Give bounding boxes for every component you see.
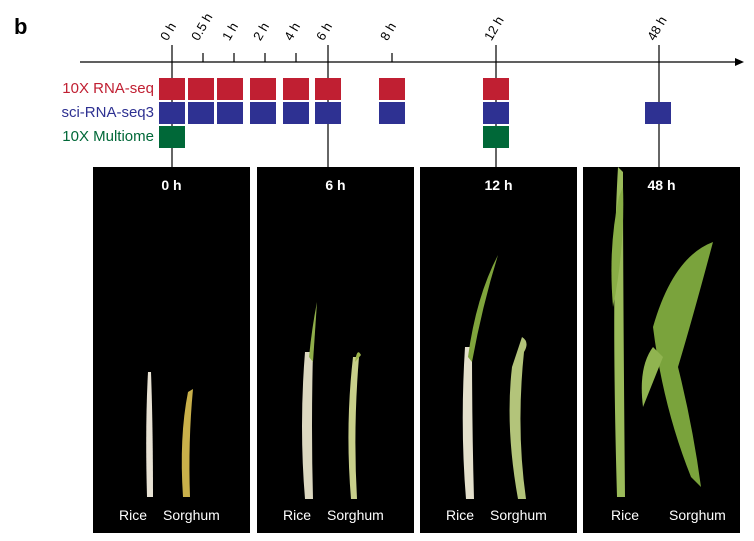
assay-marker <box>283 78 309 100</box>
assay-marker <box>379 78 405 100</box>
assay-marker <box>159 102 185 124</box>
photo-title: 6 h <box>325 177 346 193</box>
assay-label: 10X RNA-seq <box>62 80 154 97</box>
photo-title: 0 h <box>161 177 182 193</box>
assay-marker <box>283 102 309 124</box>
assay-marker <box>188 102 214 124</box>
assay-marker <box>250 102 276 124</box>
assay-marker <box>379 102 405 124</box>
seedling-illustration <box>302 302 361 499</box>
panel-label: b <box>14 14 28 39</box>
assay-marker <box>483 102 509 124</box>
seedling-photo: 6 h Rice Sorghum <box>257 167 414 533</box>
sorghum-label: Sorghum <box>669 507 726 523</box>
rice-label: Rice <box>119 507 148 523</box>
assay-marker <box>315 78 341 100</box>
assay-marker <box>483 126 509 148</box>
assay-marker <box>159 78 185 100</box>
assay-marker <box>250 78 276 100</box>
assay-marker <box>483 78 509 100</box>
assay-label: sci-RNA-seq3 <box>61 104 154 121</box>
assay-marker <box>188 78 214 100</box>
sorghum-label: Sorghum <box>327 507 384 523</box>
assay-marker <box>315 102 341 124</box>
rice-label: Rice <box>283 507 312 523</box>
seedling-illustration <box>146 372 193 497</box>
seedling-photo: 12 h Rice Sorghum <box>420 167 577 533</box>
seedling-photo: 0 h Rice Sorghum <box>93 167 250 533</box>
assay-label: 10X Multiome <box>62 128 154 145</box>
photo-title: 48 h <box>647 177 676 193</box>
seedling-illustration <box>611 167 713 497</box>
assay-marker <box>159 126 185 148</box>
rice-label: Rice <box>446 507 475 523</box>
assay-marker <box>217 78 243 100</box>
photo-title: 12 h <box>484 177 513 193</box>
rice-label: Rice <box>611 507 640 523</box>
sorghum-label: Sorghum <box>163 507 220 523</box>
assay-marker <box>645 102 671 124</box>
assay-marker <box>217 102 243 124</box>
seedling-photo: 48 h Rice Sorghum <box>583 167 740 533</box>
seedling-illustration <box>462 255 527 499</box>
sorghum-label: Sorghum <box>490 507 547 523</box>
